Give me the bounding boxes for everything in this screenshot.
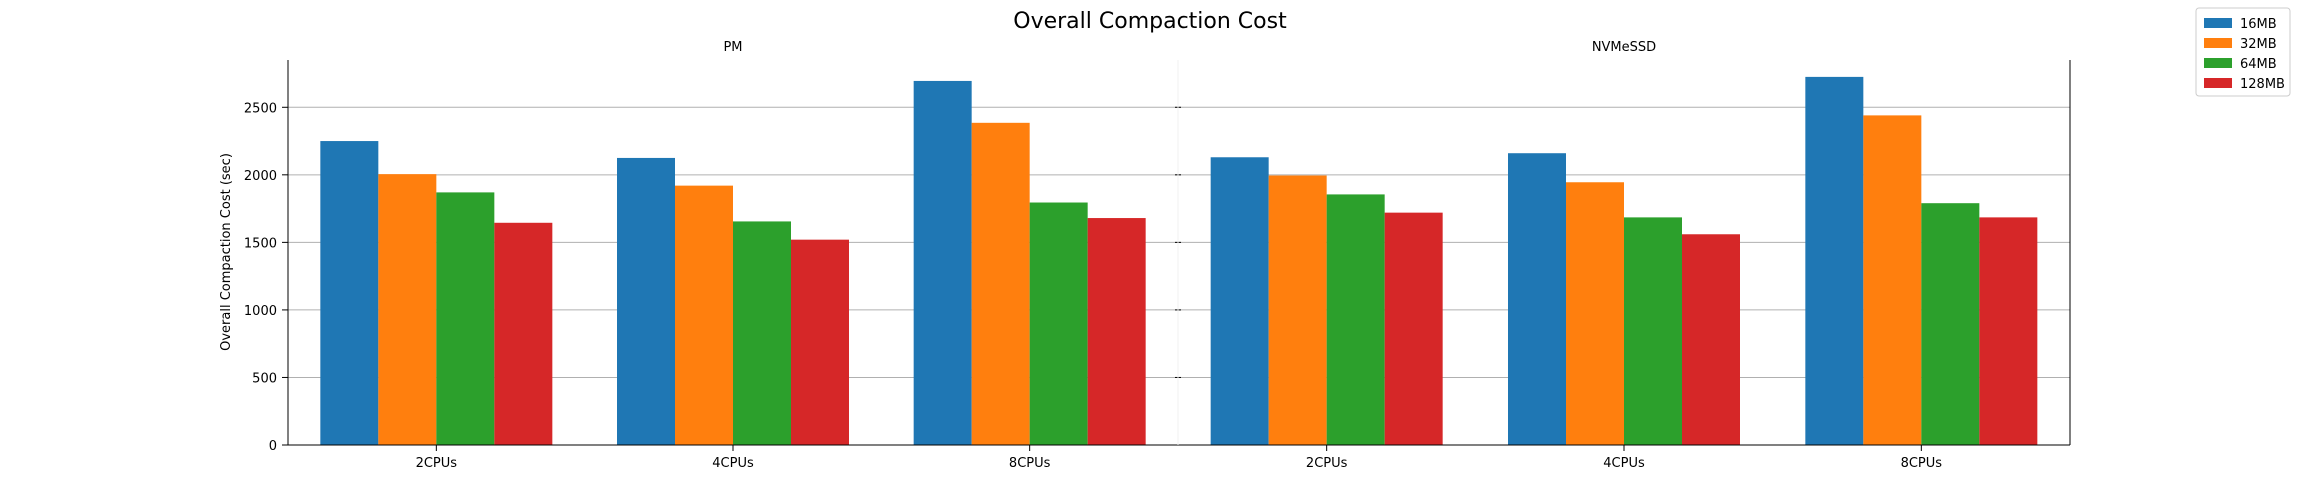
axes	[282, 60, 2071, 451]
legend-swatch	[2204, 18, 2232, 28]
legend-label: 32MB	[2240, 37, 2277, 52]
y-tick-label: 0	[269, 439, 277, 454]
legend-swatch	[2204, 78, 2232, 88]
bar	[436, 192, 495, 445]
bar	[1384, 212, 1443, 445]
x-tick-label: 4CPUs	[712, 456, 754, 471]
bar	[913, 80, 972, 445]
x-tick-label: 4CPUs	[1603, 456, 1645, 471]
y-axis-label: Overall Compaction Cost (sec)	[219, 153, 234, 351]
bar	[1921, 203, 1980, 445]
y-tick-label: 2000	[244, 169, 277, 184]
bar	[617, 157, 675, 445]
y-tick-label: 2500	[244, 101, 277, 116]
bar	[1566, 182, 1624, 445]
x-tick-label: 8CPUs	[1009, 456, 1051, 471]
legend-box	[2195, 7, 2291, 97]
labels: 0 500 1000 1500 2000 2500 PM 2CPUs 4CPUs 8CPUs NVM…	[244, 40, 1942, 471]
bar	[378, 174, 437, 446]
y-tick-label: 500	[252, 371, 277, 386]
bar	[494, 222, 553, 445]
bar	[675, 185, 733, 445]
bar	[1682, 234, 1740, 445]
bar	[1029, 202, 1088, 445]
legend-label: 64MB	[2240, 57, 2277, 72]
bar	[1508, 153, 1566, 446]
bar	[971, 122, 1030, 445]
panel-title: NVMeSSD	[1592, 40, 1656, 55]
legend-label: 128MB	[2240, 77, 2285, 92]
legend-swatch	[2204, 38, 2232, 48]
bar	[1805, 76, 1864, 446]
y-tick-label: 1000	[244, 304, 277, 319]
bar	[1979, 217, 2038, 445]
x-tick-label: 8CPUs	[1901, 456, 1943, 471]
bar	[1863, 115, 1922, 446]
bar	[1624, 217, 1682, 445]
x-tick-label: 2CPUs	[1306, 456, 1348, 471]
legend-swatch	[2204, 58, 2232, 68]
y-tick-label: 1500	[244, 236, 277, 251]
legend-label: 16MB	[2240, 17, 2277, 32]
panel-title: PM	[723, 40, 742, 55]
bar	[733, 221, 791, 445]
legend: 16MB 32MB 64MB 128MB	[2195, 7, 2291, 97]
x-tick-label: 2CPUs	[416, 456, 458, 471]
bar	[1268, 175, 1327, 445]
bars	[320, 76, 2038, 446]
bar	[1326, 194, 1385, 445]
bar	[1087, 218, 1146, 445]
bar	[1210, 157, 1269, 445]
bar	[320, 141, 379, 446]
bar	[791, 239, 849, 445]
chart-title: Overall Compaction Cost	[1013, 9, 1287, 34]
